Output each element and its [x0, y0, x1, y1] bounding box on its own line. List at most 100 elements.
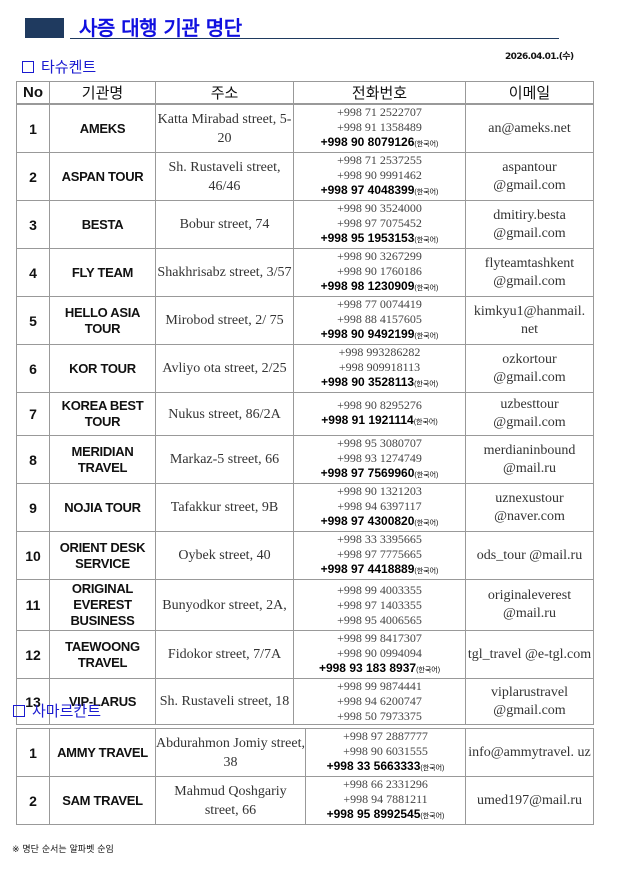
phone-text: +998 77 0074419 [337, 297, 422, 312]
korean-label: (한국어) [414, 285, 439, 292]
square-bullet-icon [22, 60, 34, 73]
phone-text: +998 97 2887777 [343, 729, 428, 744]
phone-number-korean: +998 97 4300820(한국어) [295, 514, 465, 531]
agency-name: KOR TOUR [49, 344, 156, 393]
phone-text: +998 95 4006565 [337, 612, 422, 627]
agency-name: ASPAN TOUR [49, 152, 156, 201]
agency-address: Katta Mirabad street, 5-20 [155, 103, 294, 153]
phone-text: +998 91 1921114 [321, 413, 414, 427]
korean-label: (한국어) [414, 237, 439, 244]
phone-text: +998 97 7075452 [337, 216, 422, 230]
phone-text: +998 993286282 [338, 345, 421, 360]
korean-label: (한국어) [420, 765, 445, 772]
agency-address: Abdurahmon Jomiy street, 38 [155, 728, 306, 777]
agency-email: uznexustour @naver.com [465, 483, 594, 532]
agency-email: ozkortour @gmail.com [465, 344, 594, 393]
phone-number: +998 93 1274749 [295, 451, 465, 466]
phone-number: +998 90 3267299 [295, 250, 465, 265]
agency-address: Mahmud Qoshgariy street, 66 [155, 776, 306, 825]
row-number: 8 [16, 435, 50, 484]
korean-label: (한국어) [413, 419, 438, 426]
agency-phones: +998 99 4003355 +998 97 1403355 +998 95 40… [293, 579, 466, 631]
agency-email: viplarustravel @gmail.com [465, 678, 594, 725]
phone-text: +998 99 4003355 [337, 582, 422, 597]
phone-text: +998 71 2522707 [337, 105, 422, 119]
phone-text: +998 90 0994094 [337, 646, 422, 660]
row-number: 2 [16, 776, 50, 825]
phone-text: +998 97 4418889 [320, 562, 415, 576]
phone-number: +998 993286282 [295, 345, 465, 361]
phone-number-korean: +998 95 1953153(한국어) [295, 231, 465, 248]
agency-name: TAEWOONG TRAVEL [49, 630, 156, 679]
phone-number: +998 91 1358489 [295, 120, 465, 135]
phone-text: +998 93 183 8937 [318, 661, 417, 675]
section-heading-samarkand: 사마르칸트 [13, 700, 101, 721]
phone-number: +998 94 7881211 [307, 792, 465, 807]
phone-text: +998 71 2537255 [337, 153, 422, 168]
section-heading-tashkent: 타슈켄트 [22, 56, 96, 77]
agency-address: Sh. Rustaveli street, 46/46 [155, 152, 294, 201]
row-number: 3 [16, 200, 50, 249]
phone-number: +998 94 6200747 [295, 694, 465, 709]
agency-table-tashkent: No 기관명 주소 전화번호 이메일 1 AMEKS Katta Mirabad s… [16, 81, 594, 725]
table-row: 2 ASPAN TOUR Sh. Rustaveli street, 46/46 +9… [16, 152, 594, 201]
agency-email: info@ammytravel. uz [465, 728, 594, 777]
agency-email: aspantour @gmail.com [465, 152, 594, 201]
korean-label: (한국어) [414, 141, 439, 148]
agency-table-samarkand: 1 AMMY TRAVEL Abdurahmon Jomiy street, 38 +… [16, 728, 594, 825]
phone-text: +998 909918113 [338, 360, 421, 374]
phone-number: +998 90 1321203 [295, 485, 465, 500]
phone-text: +998 97 7775665 [337, 547, 422, 561]
phone-number: +998 71 2537255 [295, 153, 465, 169]
agency-phones: +998 90 3267299 +998 90 1760186 +998 98 12… [293, 248, 466, 297]
table-row: 8 MERIDIAN TRAVEL Markaz-5 street, 66 +998 … [16, 435, 594, 484]
agency-phones: +998 993286282 +998 909918113 +998 90 3528… [293, 344, 466, 393]
agency-phones: +998 77 0074419 +998 88 4157605 +998 90 94… [293, 296, 466, 345]
korean-label: (한국어) [414, 381, 439, 388]
phone-number: +998 90 3524000 [295, 202, 465, 217]
agency-name: MERIDIAN TRAVEL [49, 435, 156, 484]
korean-label: (한국어) [414, 520, 439, 527]
agency-phones: +998 90 8295276 +998 91 1921114(한국어) [293, 392, 466, 436]
phone-number: +998 90 6031555 [307, 744, 465, 759]
phone-number-korean: +998 95 8992545(한국어) [307, 807, 465, 824]
phone-number-korean: +998 90 9492199(한국어) [295, 327, 465, 344]
agency-address: Nukus street, 86/2A [155, 392, 294, 436]
agency-email: tgl_travel @e-tgl.com [465, 630, 594, 679]
square-bullet-icon [13, 704, 25, 717]
phone-text: +998 97 4048399 [320, 183, 415, 197]
header-phone: 전화번호 [293, 81, 466, 105]
phone-number: +998 99 4003355 [295, 582, 465, 598]
phone-number: +998 71 2522707 [295, 105, 465, 120]
phone-number: +998 77 0074419 [295, 297, 465, 313]
phone-text: +998 90 1760186 [337, 264, 422, 278]
agency-address: Avliyo ota street, 2/25 [155, 344, 294, 393]
phone-text: +998 88 4157605 [337, 312, 422, 326]
header-email: 이메일 [465, 81, 594, 105]
phone-text: +998 99 8417307 [337, 631, 422, 646]
phone-text: +998 94 6397117 [337, 499, 422, 513]
agency-email: dmitiry.besta @gmail.com [465, 200, 594, 249]
korean-label: (한국어) [420, 813, 445, 820]
phone-text: +998 50 7973375 [337, 709, 422, 723]
phone-text: +998 90 8079126 [320, 135, 415, 149]
phone-number: +998 90 8295276 [295, 398, 465, 413]
korean-label: (한국어) [414, 568, 439, 575]
agency-name: KOREA BEST TOUR [49, 392, 156, 436]
phone-number-korean: +998 90 8079126(한국어) [295, 135, 465, 152]
title-underline [70, 38, 559, 39]
phone-text: +998 94 6200747 [337, 694, 422, 708]
korean-label: (한국어) [414, 333, 439, 340]
title-block-decoration [25, 18, 64, 38]
phone-number: +998 66 2331296 [307, 778, 465, 793]
section-title: 타슈켄트 [41, 58, 97, 76]
phone-text: +998 95 1953153 [320, 231, 415, 245]
row-number: 2 [16, 152, 50, 201]
agency-email: kimkyu1@hanmail. net [465, 296, 594, 345]
table-row: 9 NOJIA TOUR Tafakkur street, 9B +998 90 13… [16, 483, 594, 532]
phone-number: +998 88 4157605 [295, 312, 465, 327]
row-number: 1 [16, 103, 50, 153]
table-row: 1 AMMY TRAVEL Abdurahmon Jomiy street, 38 +… [16, 728, 594, 777]
agency-name: AMEKS [49, 103, 156, 153]
document-date: 2026.04.01.(수) [505, 52, 574, 62]
